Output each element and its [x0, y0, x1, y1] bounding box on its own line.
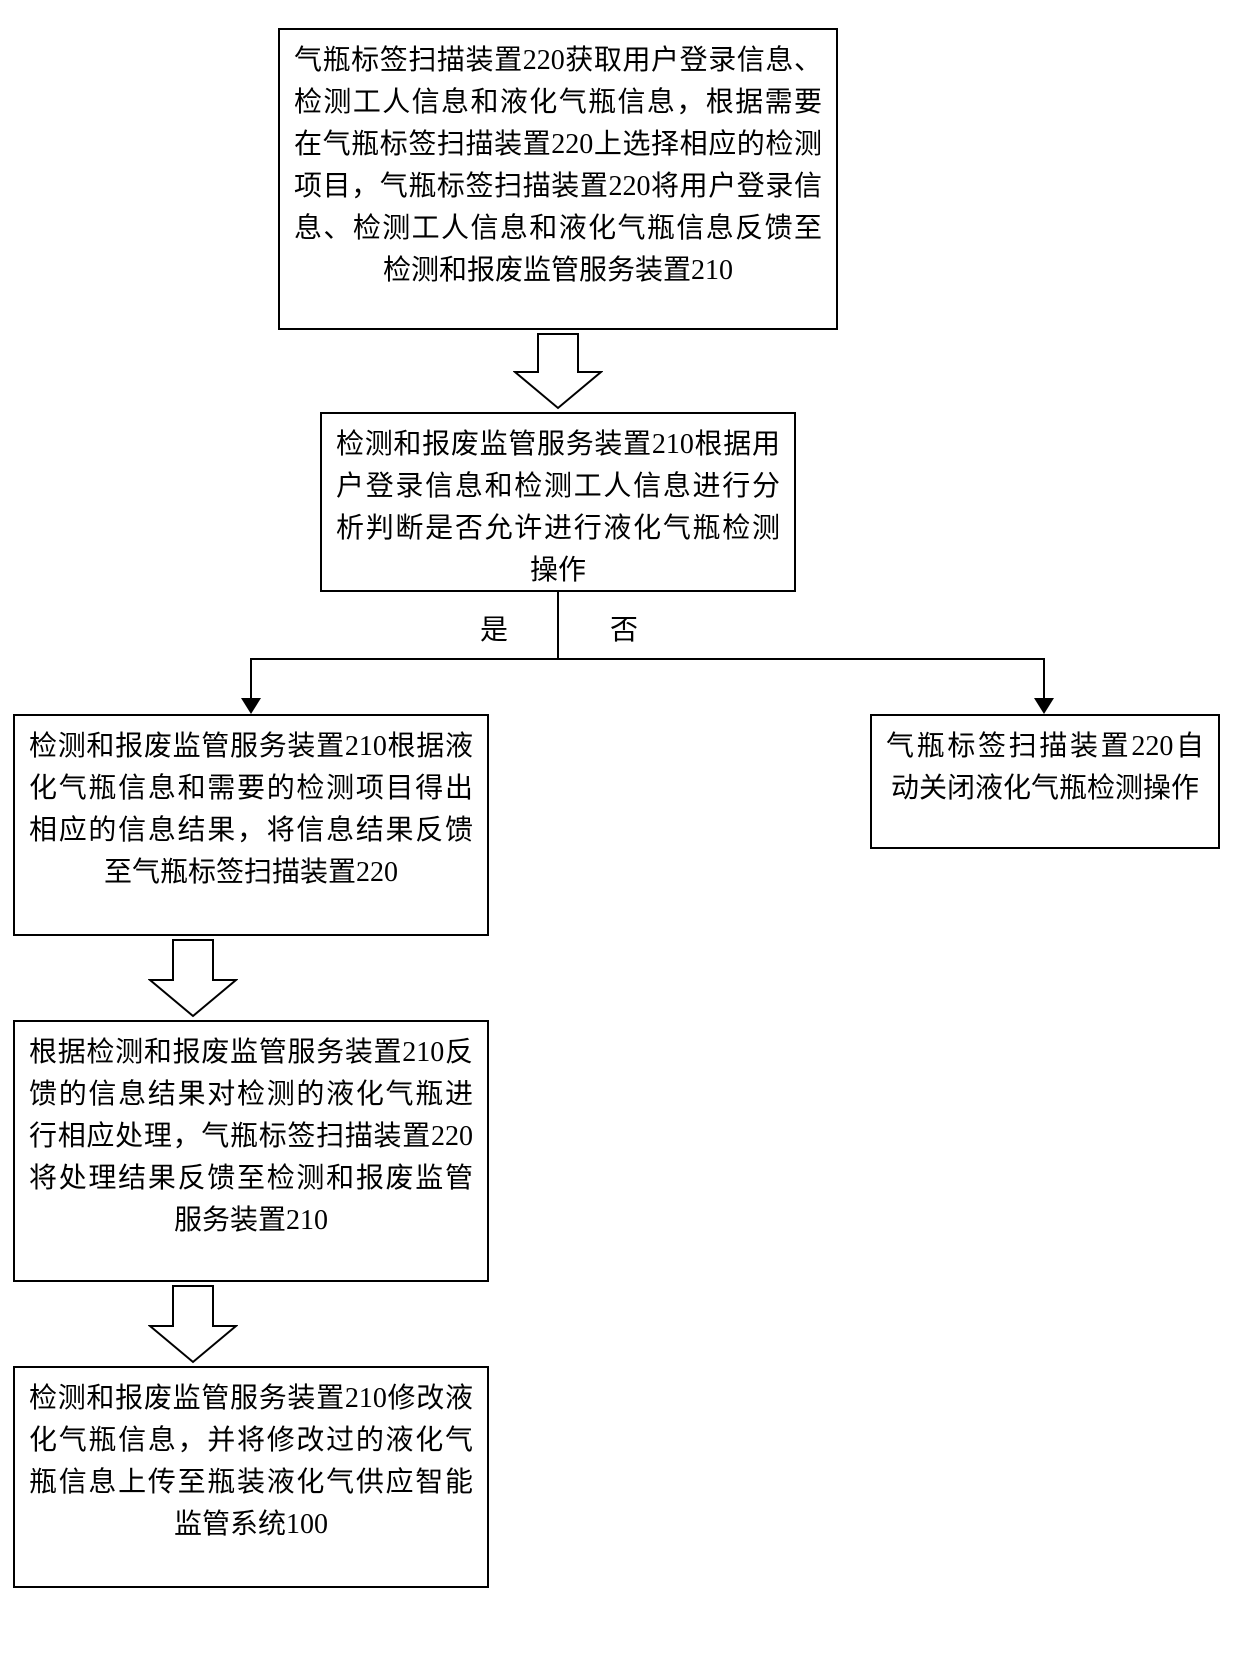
node-text: 根据检测和报废监管服务装置210反馈的信息结果对检测的液化气瓶进行相应处理，气瓶… [29, 1037, 473, 1236]
flowchart-container: 气瓶标签扫描装置220获取用户登录信息、检测工人信息和液化气瓶信息，根据需要在气… [0, 0, 1240, 1669]
node-text: 检测和报废监管服务装置210修改液化气瓶信息，并将修改过的液化气瓶信息上传至瓶装… [29, 1383, 473, 1540]
arrow-head-right [1034, 698, 1054, 714]
arrow-5-6 [148, 1284, 238, 1364]
flow-node-5: 根据检测和报废监管服务装置210反馈的信息结果对检测的液化气瓶进行相应处理，气瓶… [13, 1020, 489, 1282]
flow-node-1: 气瓶标签扫描装置220获取用户登录信息、检测工人信息和液化气瓶信息，根据需要在气… [278, 28, 838, 330]
flow-node-6: 检测和报废监管服务装置210修改液化气瓶信息，并将修改过的液化气瓶信息上传至瓶装… [13, 1366, 489, 1588]
decision-yes-label: 是 [480, 608, 508, 648]
node-text: 检测和报废监管服务装置210根据液化气瓶信息和需要的检测项目得出相应的信息结果，… [29, 731, 473, 888]
flow-node-3: 检测和报废监管服务装置210根据液化气瓶信息和需要的检测项目得出相应的信息结果，… [13, 714, 489, 936]
branch-vline-main [557, 592, 559, 660]
node-text: 检测和报废监管服务装置210根据用户登录信息和检测工人信息进行分析判断是否允许进… [336, 429, 780, 586]
arrow-3-5 [148, 938, 238, 1018]
arrow-head-left [241, 698, 261, 714]
branch-vline-left [250, 658, 252, 700]
arrow-1-2 [513, 332, 603, 410]
node-text: 气瓶标签扫描装置220获取用户登录信息、检测工人信息和液化气瓶信息，根据需要在气… [294, 45, 822, 286]
decision-no-label: 否 [610, 608, 638, 648]
flow-node-4: 气瓶标签扫描装置220自动关闭液化气瓶检测操作 [870, 714, 1220, 849]
flow-node-2: 检测和报废监管服务装置210根据用户登录信息和检测工人信息进行分析判断是否允许进… [320, 412, 796, 592]
branch-hline [250, 658, 1045, 660]
branch-vline-right [1043, 658, 1045, 700]
node-text: 气瓶标签扫描装置220自动关闭液化气瓶检测操作 [886, 731, 1204, 804]
